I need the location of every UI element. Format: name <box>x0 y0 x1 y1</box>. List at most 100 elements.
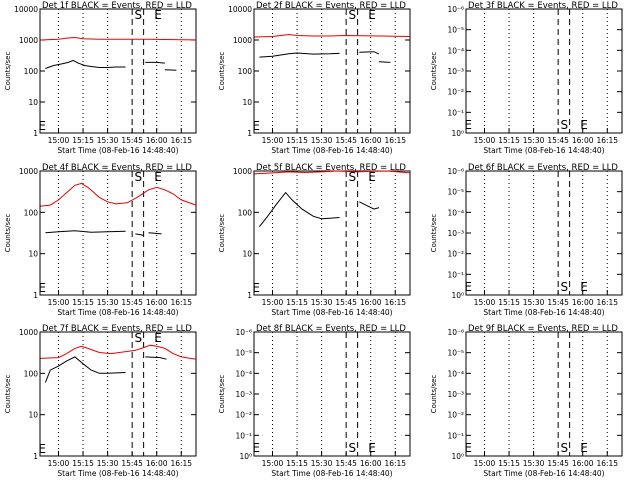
y-tick-label: 10⁰ <box>239 452 252 461</box>
plot-frame <box>39 8 197 134</box>
x-axis-label: Start Time (08-Feb-16 14:48:40) <box>271 146 392 155</box>
y-tick-label: 1000 <box>233 167 252 176</box>
panel-title: Det 8f BLACK = Events, RED = LLD <box>256 324 406 334</box>
y-tick-label: 1000 <box>233 36 252 45</box>
x-tick-label: 15:45 <box>121 298 143 307</box>
x-tick-label: 15:15 <box>498 136 520 145</box>
marker-label: E <box>252 281 260 295</box>
detector-panel: Det 1f BLACK = Events, RED = LLD 1 10 100 10… <box>4 1 197 155</box>
x-tick-label: 15:45 <box>335 298 357 307</box>
y-tick-label: 10⁻² <box>447 411 464 420</box>
plot-frame <box>465 170 623 296</box>
y-tick-label: 10⁻² <box>447 250 464 259</box>
marker-label: E <box>464 280 472 294</box>
x-tick-label: 15:30 <box>97 459 119 468</box>
y-tick-label: 10⁻³ <box>447 229 464 238</box>
x-tick-label: 15:30 <box>311 459 333 468</box>
y-axis-label: Counts/sec <box>218 214 226 253</box>
marker-label: E <box>464 118 472 132</box>
y-tick-label: 10⁻³ <box>235 390 252 399</box>
y-tick-label: 10⁻⁶ <box>235 328 252 337</box>
detector-panel: Det 3f BLACK = Events, RED = LLD 10⁰ 10⁻¹ 1… <box>430 1 623 155</box>
marker-label: E <box>464 441 472 455</box>
x-tick-label: 15:30 <box>523 136 545 145</box>
x-tick-label: 16:00 <box>572 459 594 468</box>
marker-label: E <box>580 280 588 294</box>
events-series-line <box>135 233 144 236</box>
y-tick-label: 1 <box>247 129 252 138</box>
y-axis-label: Counts/sec <box>430 214 438 253</box>
events-series-line <box>378 61 391 63</box>
x-tick-label: 16:00 <box>360 136 382 145</box>
x-tick-label: 16:15 <box>384 298 406 307</box>
marker-label: E <box>38 119 46 133</box>
x-tick-label: 15:00 <box>48 136 70 145</box>
x-tick-label: 15:15 <box>498 459 520 468</box>
events-series-line <box>45 59 126 69</box>
y-tick-label: 100 <box>238 208 253 217</box>
detector-panel: Det 4f BLACK = Events, RED = LLD 1 10 100 10… <box>4 163 197 317</box>
y-tick-label: 10 <box>28 411 38 420</box>
detector-panel: Det 8f BLACK = Events, RED = LLD 10⁰ 10⁻¹ 1… <box>218 324 411 478</box>
marker-label: S <box>349 170 357 184</box>
y-tick-label: 10⁻¹ <box>447 108 464 117</box>
marker-label: E <box>368 441 376 455</box>
x-tick-label: 15:00 <box>262 459 284 468</box>
y-tick-label: 10000 <box>14 5 38 14</box>
marker-label: S <box>561 280 569 294</box>
y-tick-label: 1000 <box>19 36 38 45</box>
x-tick-label: 15:00 <box>474 298 496 307</box>
plot-frame <box>465 331 623 457</box>
x-tick-label: 15:15 <box>72 136 94 145</box>
x-tick-label: 15:45 <box>121 136 143 145</box>
x-tick-label: 15:00 <box>474 459 496 468</box>
x-axis-label: Start Time (08-Feb-16 14:48:40) <box>483 146 604 155</box>
x-tick-label: 15:45 <box>547 298 569 307</box>
x-axis-label: Start Time (08-Feb-16 14:48:40) <box>57 469 178 478</box>
y-axis-label: Counts/sec <box>218 375 226 414</box>
x-tick-label: 16:15 <box>596 459 618 468</box>
events-series-line <box>145 356 167 360</box>
x-tick-label: 15:00 <box>48 298 70 307</box>
x-tick-label: 15:00 <box>48 459 70 468</box>
marker-label: E <box>252 119 260 133</box>
x-tick-label: 15:15 <box>286 136 308 145</box>
x-axis-label: Start Time (08-Feb-16 14:48:40) <box>271 308 392 317</box>
y-tick-label: 10⁻⁴ <box>447 369 464 378</box>
marker-label: S <box>135 170 143 184</box>
y-tick-label: 1000 <box>19 167 38 176</box>
plot-frame <box>253 331 411 457</box>
y-axis-label: Counts/sec <box>4 214 12 253</box>
x-tick-label: 15:45 <box>335 459 357 468</box>
y-tick-label: 100 <box>238 67 253 76</box>
y-tick-label: 10⁰ <box>451 129 464 138</box>
x-tick-label: 16:15 <box>596 136 618 145</box>
x-tick-label: 16:15 <box>170 459 192 468</box>
y-tick-label: 10⁰ <box>451 452 464 461</box>
x-tick-label: 15:30 <box>97 136 119 145</box>
x-tick-label: 15:30 <box>523 298 545 307</box>
y-tick-label: 100 <box>24 208 39 217</box>
panel-title: Det 3f BLACK = Events, RED = LLD <box>468 1 618 11</box>
events-series-line <box>45 230 126 234</box>
marker-label: S <box>135 8 143 22</box>
x-tick-label: 16:15 <box>170 136 192 145</box>
x-tick-label: 16:15 <box>596 298 618 307</box>
marker-label: E <box>580 118 588 132</box>
y-tick-label: 10⁻⁴ <box>447 46 464 55</box>
marker-label: S <box>135 331 143 345</box>
detector-panel: Det 2f BLACK = Events, RED = LLD 1 10 100 10… <box>218 1 411 155</box>
y-tick-label: 10 <box>28 250 38 259</box>
y-tick-label: 10⁻⁵ <box>235 349 252 358</box>
x-axis-label: Start Time (08-Feb-16 14:48:40) <box>483 469 604 478</box>
x-tick-label: 15:45 <box>121 459 143 468</box>
x-tick-label: 16:00 <box>146 459 168 468</box>
y-axis-label: Counts/sec <box>4 375 12 414</box>
x-tick-label: 15:00 <box>262 298 284 307</box>
marker-label: S <box>349 441 357 455</box>
panel-title: Det 2f BLACK = Events, RED = LLD <box>256 1 406 11</box>
x-axis-label: Start Time (08-Feb-16 14:48:40) <box>57 146 178 155</box>
x-tick-label: 16:00 <box>360 298 382 307</box>
y-tick-label: 10⁻⁶ <box>447 328 464 337</box>
